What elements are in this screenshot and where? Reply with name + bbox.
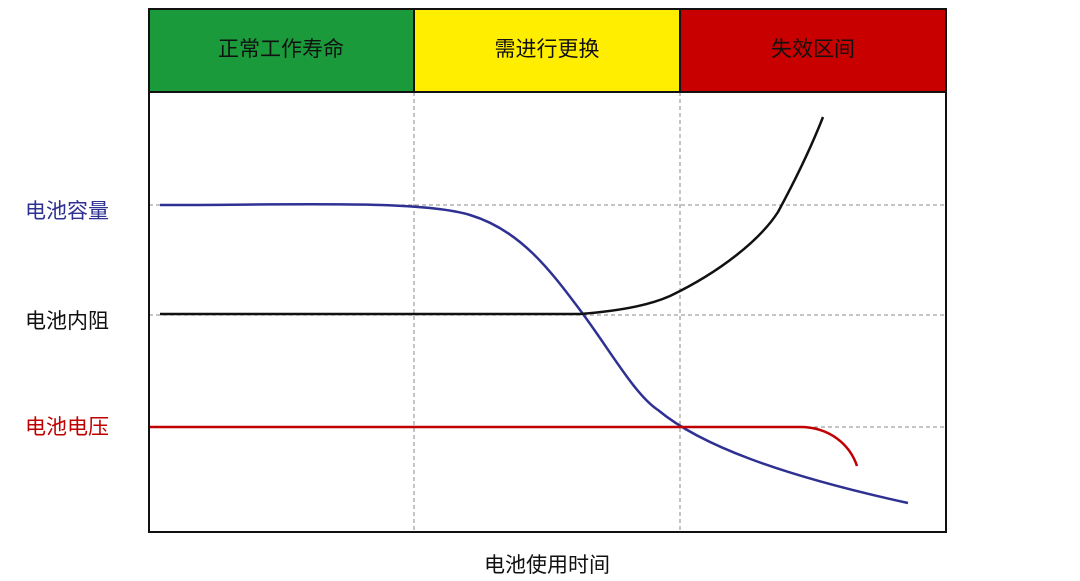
curve-label: 电池容量 bbox=[25, 199, 109, 223]
zone-band bbox=[680, 9, 946, 92]
curve-label: 电池电压 bbox=[25, 415, 109, 439]
zone-label: 失效区间 bbox=[771, 37, 855, 61]
zone-band bbox=[414, 9, 680, 92]
zone-label: 正常工作寿命 bbox=[218, 37, 344, 61]
capacity-curve bbox=[159, 202, 909, 505]
zone-band bbox=[149, 9, 414, 92]
resistance-curve bbox=[160, 116, 825, 316]
voltage-curve bbox=[150, 425, 859, 467]
plot-frame bbox=[148, 8, 947, 533]
x-axis-label: 电池使用时间 bbox=[484, 553, 610, 577]
curve-label: 电池内阻 bbox=[25, 309, 109, 333]
zone-label: 需进行更换 bbox=[495, 37, 600, 61]
